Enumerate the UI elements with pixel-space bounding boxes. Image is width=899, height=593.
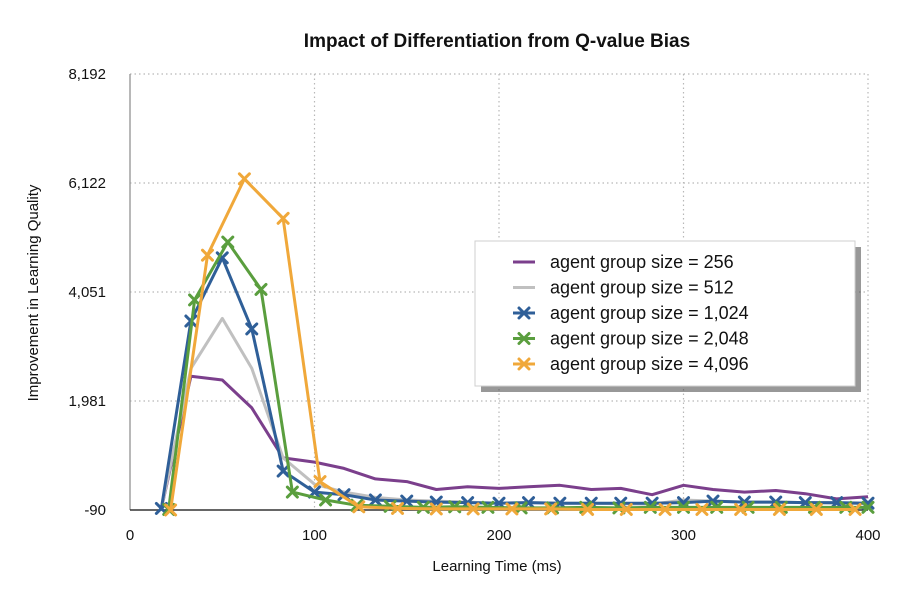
data-point-4-7 [429, 502, 443, 516]
y-tick-label-1: 1,981 [68, 393, 106, 410]
data-point-2-4 [276, 464, 290, 478]
x-tick-label-0: 0 [126, 527, 134, 544]
data-point-4-2 [237, 172, 251, 186]
x-tick-label-1: 100 [302, 527, 327, 544]
data-point-3-3 [254, 282, 268, 296]
legend-marker-4 [517, 357, 531, 371]
series-4 [164, 172, 862, 517]
data-point-3-22 [861, 500, 875, 514]
y-tick-label-0: -90 [84, 502, 106, 519]
legend-marker-2 [517, 306, 531, 320]
legend-label-1: agent group size = 512 [550, 278, 734, 298]
data-point-2-18 [706, 494, 720, 508]
data-point-3-5 [319, 493, 333, 507]
data-point-4-17 [809, 502, 823, 516]
data-point-3-1 [188, 293, 202, 307]
x-tick-label-3: 300 [671, 527, 696, 544]
data-point-4-3 [276, 211, 290, 225]
series-group [154, 172, 875, 517]
x-axis-label: Learning Time (ms) [432, 558, 561, 575]
x-tick-label-2: 200 [486, 527, 511, 544]
chart-title: Impact of Differentiation from Q-value B… [304, 31, 690, 52]
legend-box [474, 240, 856, 387]
data-point-4-12 [619, 502, 633, 516]
data-point-4-9 [505, 502, 519, 516]
data-point-4-16 [772, 502, 786, 516]
legend-label-2: agent group size = 1,024 [550, 303, 749, 323]
legend-label-4: agent group size = 4,096 [550, 354, 749, 374]
legend-label-0: agent group size = 256 [550, 252, 734, 272]
tick-labels: 0 100 200 300 400 -90 1,981 4,051 6,122 8,192 [68, 66, 880, 544]
legend-label-3: agent group size = 2,048 [550, 329, 749, 349]
data-point-4-11 [581, 502, 595, 516]
data-point-4-8 [466, 502, 480, 516]
y-axis-label: Improvement in Learning Quality [25, 184, 42, 401]
data-point-2-7 [368, 493, 382, 507]
data-point-4-4 [313, 475, 327, 489]
y-tick-label-4: 8,192 [68, 66, 106, 83]
data-point-4-0 [164, 503, 178, 517]
data-point-3-10 [481, 500, 495, 514]
series-2 [154, 251, 875, 515]
y-tick-label-2: 4,051 [68, 284, 106, 301]
data-point-4-6 [391, 501, 405, 515]
x-tick-label-4: 400 [855, 527, 880, 544]
data-point-4-14 [695, 502, 709, 516]
data-point-3-2 [221, 235, 235, 249]
legend-marker-3 [517, 332, 531, 345]
data-point-4-13 [658, 502, 672, 516]
data-point-4-10 [544, 502, 558, 516]
series-line-2 [159, 256, 869, 509]
data-point-4-5 [352, 500, 366, 514]
data-point-3-4 [285, 485, 299, 499]
y-tick-label-3: 6,122 [68, 175, 106, 192]
data-point-2-3 [245, 322, 259, 336]
data-point-4-18 [848, 502, 862, 516]
data-point-4-1 [200, 248, 214, 262]
legend: agent group size = 256 agent group size =… [474, 240, 861, 392]
data-point-4-15 [734, 502, 748, 516]
